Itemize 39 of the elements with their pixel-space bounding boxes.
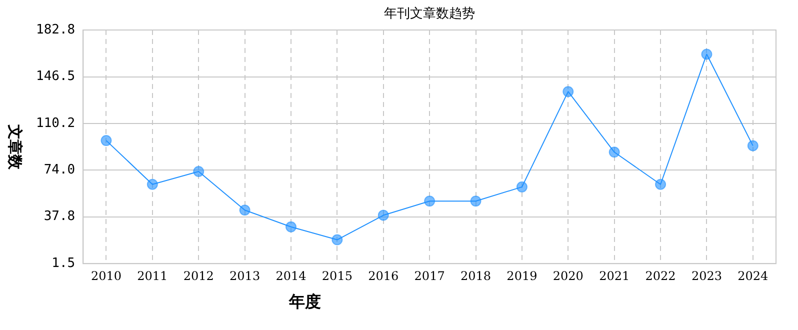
chart-title: 年刊文章数趋势 bbox=[384, 6, 476, 22]
x-tick-label: 2021 bbox=[599, 268, 630, 283]
x-tick-label: 2024 bbox=[738, 268, 769, 283]
point bbox=[655, 178, 666, 190]
x-tick-label: 2014 bbox=[276, 268, 307, 283]
y-tick-label: 110.2 bbox=[36, 116, 76, 131]
point bbox=[562, 86, 574, 98]
point bbox=[146, 178, 158, 190]
point bbox=[701, 48, 712, 60]
x-tick-label: 2017 bbox=[414, 268, 445, 283]
point bbox=[424, 196, 436, 207]
point bbox=[378, 210, 389, 221]
x-axis-title: 年度 bbox=[288, 292, 321, 312]
x-tick-label: 2022 bbox=[645, 268, 676, 283]
point bbox=[285, 221, 296, 232]
x-tick-label: 2019 bbox=[506, 268, 538, 283]
point bbox=[332, 234, 343, 246]
point bbox=[747, 140, 758, 152]
point bbox=[193, 166, 204, 177]
point bbox=[239, 204, 250, 216]
point bbox=[470, 196, 482, 207]
y-tick-label: 37.8 bbox=[44, 209, 76, 224]
x-tick-label: 2018 bbox=[460, 268, 492, 283]
y-axis-title: 文章数 bbox=[6, 123, 24, 170]
x-tick-label: 2010 bbox=[90, 268, 122, 283]
point bbox=[100, 135, 112, 146]
x-tick-label: 2013 bbox=[230, 268, 260, 283]
x-tick-label: 2011 bbox=[137, 268, 168, 283]
y-tick-label: 1.5 bbox=[52, 256, 76, 271]
x-tick-label: 2020 bbox=[552, 268, 584, 283]
x-tick-label: 2016 bbox=[368, 268, 399, 283]
y-tick-label: 74.0 bbox=[44, 162, 76, 178]
y-tick-label: 146.5 bbox=[36, 69, 76, 84]
point bbox=[608, 146, 620, 158]
x-tick-label: 2012 bbox=[183, 268, 214, 283]
y-tick-label: 182.8 bbox=[36, 22, 76, 38]
x-tick-label: 2015 bbox=[322, 268, 352, 283]
x-tick-label: 2023 bbox=[691, 268, 722, 283]
point bbox=[516, 181, 528, 192]
